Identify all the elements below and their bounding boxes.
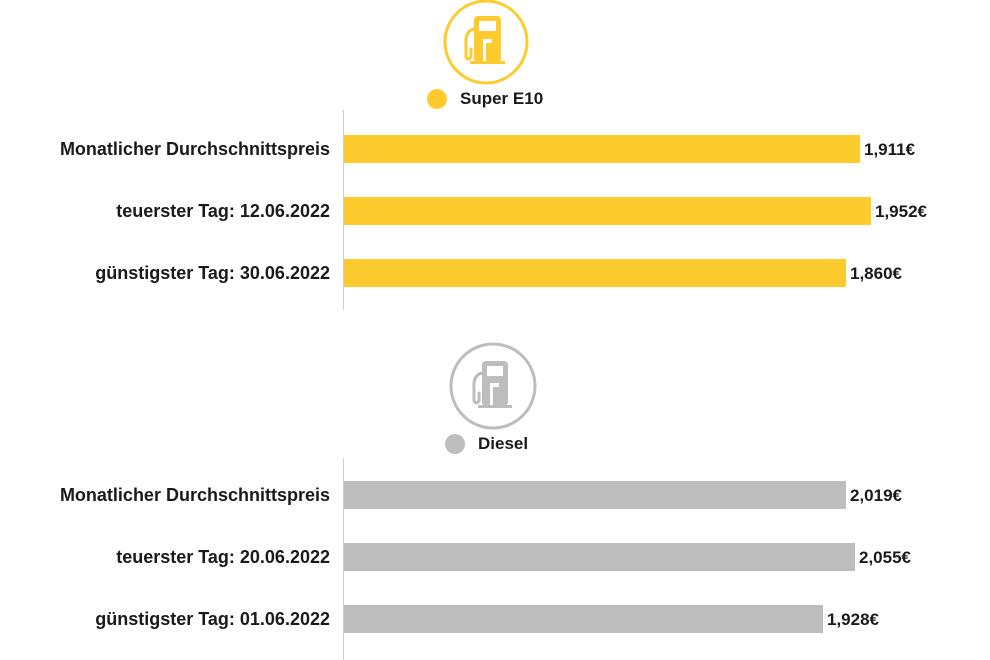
legend-super-e10: Super E10	[427, 89, 543, 109]
bar	[344, 259, 846, 287]
category-label: Monatlicher Durchschnittspreis	[59, 485, 330, 505]
legend-label: Super E10	[460, 89, 544, 108]
value-label: 1,860€	[850, 264, 902, 283]
value-label: 1,928€	[827, 610, 879, 629]
value-label: 2,055€	[859, 548, 911, 567]
value-label: 1,952€	[875, 202, 927, 221]
category-label: teuerster Tag: 12.06.2022	[116, 201, 330, 221]
diesel-chart: Diesel Monatlicher Durchschnittspreis 2,0…	[0, 340, 990, 660]
y-axis-line	[343, 458, 344, 660]
legend-dot	[445, 434, 465, 454]
category-label: teuerster Tag: 20.06.2022	[116, 547, 330, 567]
legend-label: Diesel	[478, 434, 529, 453]
value-label: 2,019€	[850, 486, 902, 505]
category-label: Monatlicher Durchschnittspreis	[59, 139, 330, 159]
bar	[344, 197, 871, 225]
fuel-pump-icon	[441, 0, 531, 89]
bar	[344, 543, 855, 571]
legend-dot	[427, 89, 447, 109]
category-label: günstigster Tag: 01.06.2022	[95, 609, 330, 629]
bar	[344, 481, 846, 509]
category-label: günstigster Tag: 30.06.2022	[95, 263, 330, 283]
y-axis-line	[343, 110, 344, 310]
bar	[344, 135, 860, 163]
fuel-pump-icon	[448, 341, 538, 431]
bar	[344, 605, 823, 633]
legend-diesel: Diesel	[445, 434, 528, 454]
super-e10-chart: Super E10 Monatlicher Durchschnittspreis…	[59, 0, 927, 310]
value-label: 1,911€	[864, 140, 916, 159]
